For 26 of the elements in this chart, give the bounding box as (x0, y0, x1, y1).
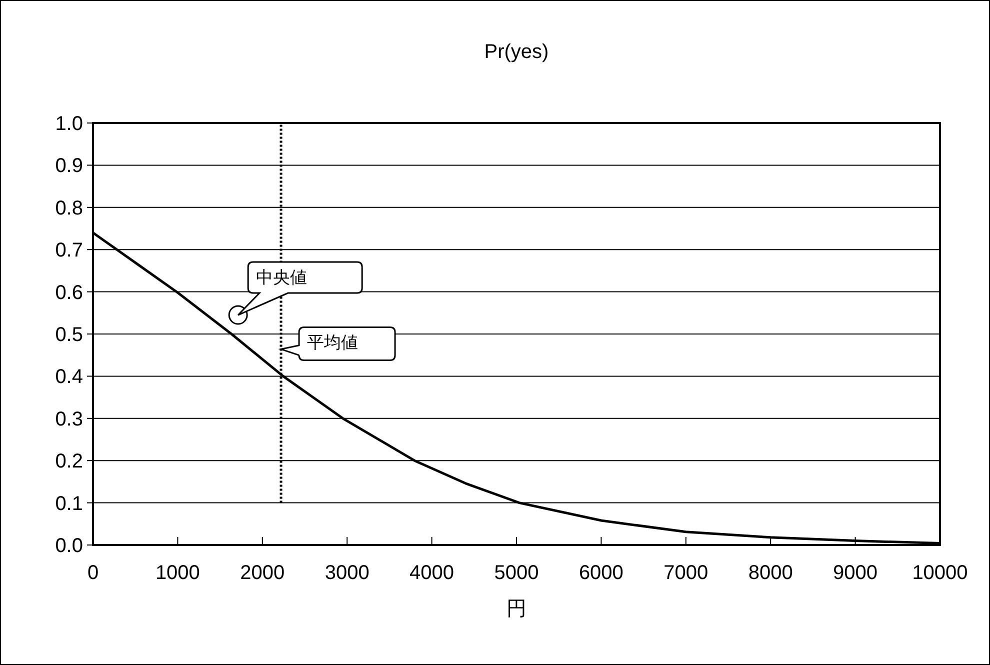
x-tick-label: 8000 (748, 562, 793, 584)
y-tick-label: 0.4 (55, 366, 83, 388)
y-tick-label: 0.8 (55, 197, 83, 220)
y-tick-label: 0.9 (55, 155, 83, 178)
x-tick-label: 9000 (833, 562, 878, 584)
y-tick-label: 0.7 (55, 240, 83, 262)
y-tick-label: 0.2 (55, 450, 83, 473)
x-tick-label: 10000 (912, 562, 968, 584)
y-tick-label: 0.5 (55, 324, 83, 346)
y-tick-label: 0.6 (55, 282, 83, 304)
x-tick-label: 4000 (410, 562, 454, 584)
annotation: 中央値 (256, 268, 308, 288)
x-tick-label: 0 (87, 562, 99, 584)
y-tick-label: 0.3 (55, 408, 83, 430)
y-tick-label: 0.1 (55, 492, 83, 515)
x-axis-title: 円 (506, 598, 526, 620)
y-tick-label: 0.0 (55, 535, 83, 557)
x-tick-label: 5000 (494, 562, 539, 584)
x-tick-label: 6000 (578, 562, 624, 584)
chart-title: Pr(yes) (484, 41, 549, 63)
x-tick-label: 3000 (324, 562, 370, 584)
x-tick-label: 1000 (155, 562, 200, 584)
x-tick-label: 7000 (664, 562, 708, 584)
annotation: 平均値 (307, 333, 358, 352)
y-tick-label: 1.0 (55, 113, 83, 135)
x-tick-label: 2000 (240, 562, 285, 584)
